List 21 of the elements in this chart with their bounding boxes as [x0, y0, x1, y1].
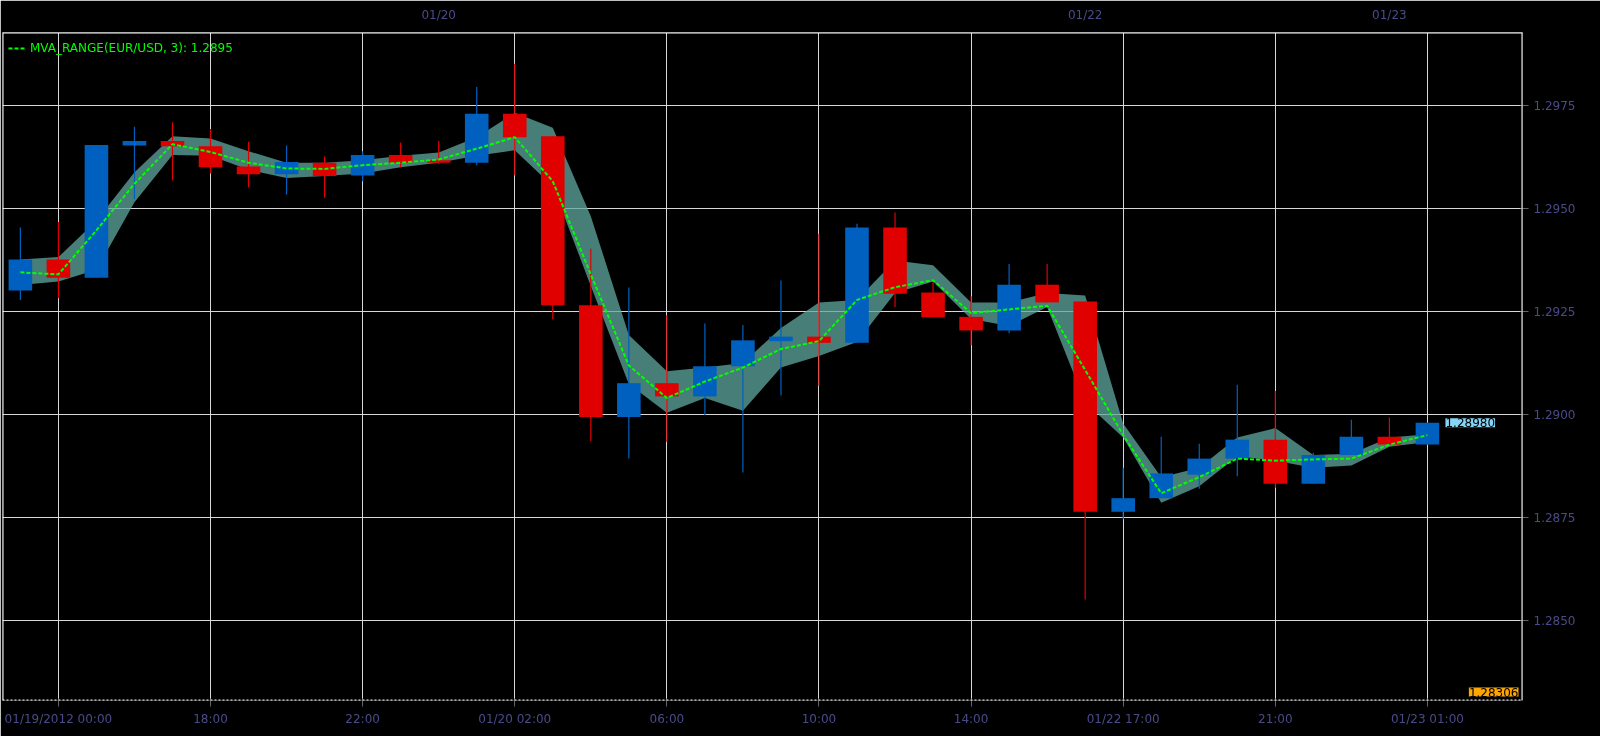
y-tick-label: 1.2850 — [1533, 614, 1576, 629]
x-tick-label: 01/23 01:00 — [1390, 711, 1464, 726]
y-tick-label: 1.2950 — [1533, 201, 1576, 216]
ref-line-label: 1.28306 — [1468, 685, 1519, 700]
x-tick-label: 18:00 — [193, 711, 228, 726]
y-tick-label: 1.2925 — [1533, 304, 1576, 319]
x-tick-label: 14:00 — [953, 711, 989, 726]
y-tick-label: 1.2875 — [1533, 511, 1576, 526]
x-tick-label: 01/20 02:00 — [478, 711, 552, 726]
y-tick-label: 1.2900 — [1533, 408, 1576, 423]
y-tick-label: 1.2975 — [1533, 98, 1576, 113]
text: 01/22 — [1067, 7, 1103, 22]
x-tick-label: 01/19/2012 00:00 — [4, 711, 113, 726]
text: 01/23 — [1372, 7, 1407, 22]
x-tick-label: 10:00 — [801, 711, 837, 726]
annotation: 1.28980 — [1445, 416, 1496, 431]
x-tick-label: 21:00 — [1258, 711, 1293, 726]
text: 01/20 — [421, 7, 456, 22]
x-tick-label: 22:00 — [345, 711, 380, 726]
x-tick-label: 01/22 17:00 — [1086, 711, 1160, 726]
x-tick-label: 06:00 — [649, 711, 685, 726]
